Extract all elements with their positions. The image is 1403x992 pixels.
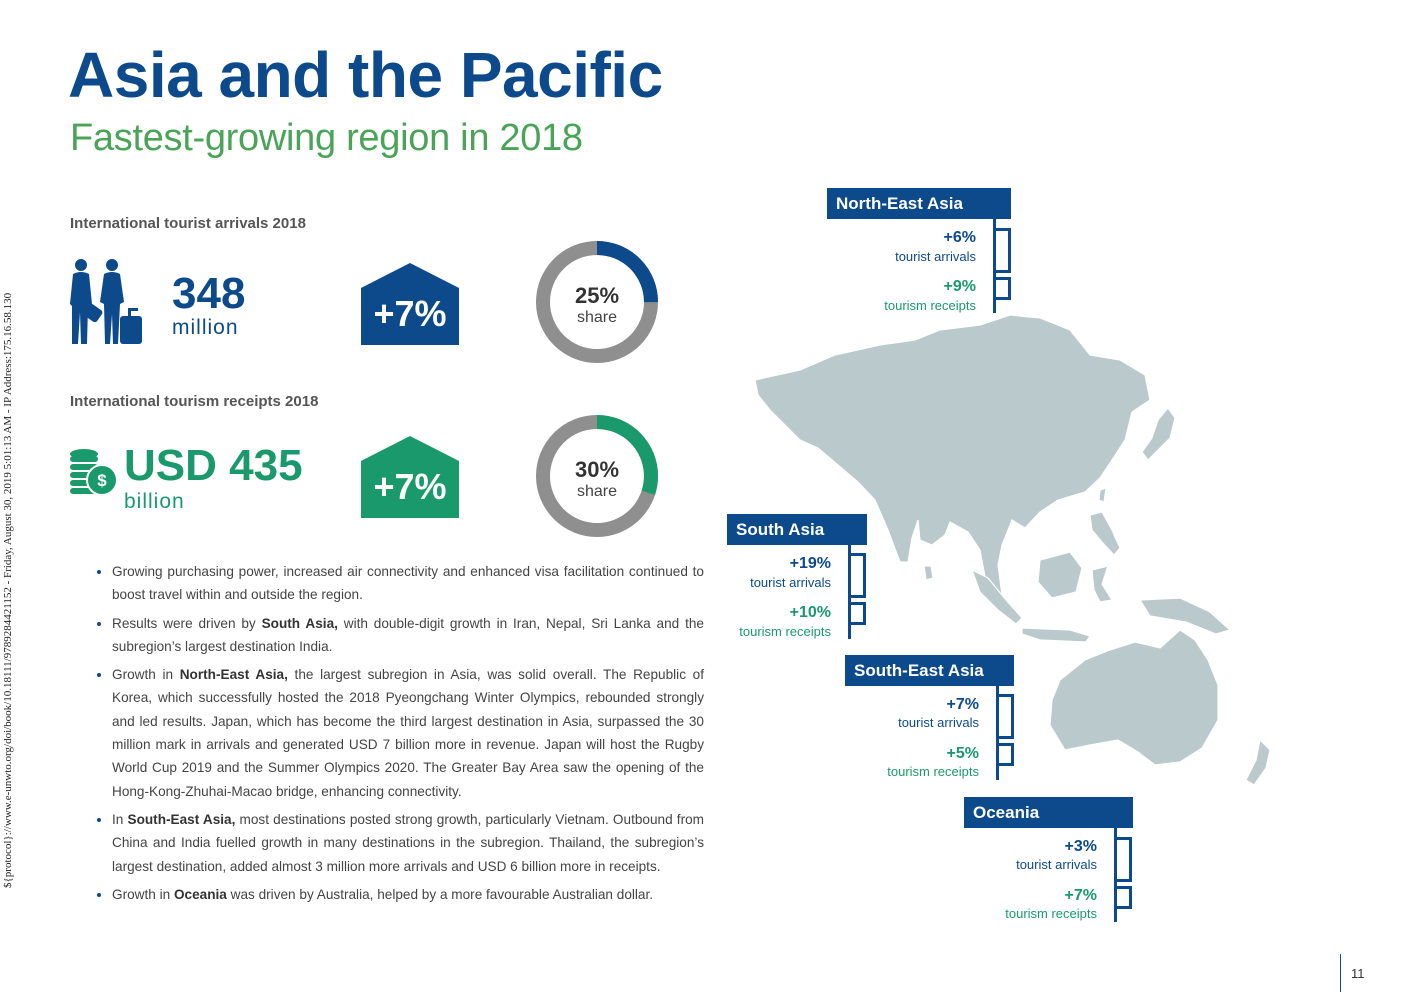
page-subtitle: Fastest-growing region in 2018 bbox=[70, 117, 583, 159]
oceania-receipts: +7% bbox=[1064, 887, 1097, 904]
map-new-guinea bbox=[1138, 597, 1232, 635]
receipts-growth-badge: +7% bbox=[361, 436, 459, 518]
north-east-asia-bracket bbox=[996, 277, 1011, 300]
north-east-asia-receipts: +9% bbox=[943, 278, 976, 295]
receipts-value: USD 435 bbox=[124, 441, 303, 490]
north-east-asia-leader-line bbox=[993, 219, 996, 313]
bullet-item: Growth in Oceania was driven by Australi… bbox=[112, 883, 704, 906]
north-east-asia-receipts-label: tourism receipts bbox=[884, 298, 976, 313]
oceania-bracket bbox=[1117, 837, 1132, 882]
oceania-arrivals: +3% bbox=[1064, 838, 1097, 855]
oceania-bracket bbox=[1117, 886, 1132, 909]
map-philippines bbox=[1089, 511, 1121, 556]
page-number: 11 bbox=[1351, 966, 1365, 981]
receipts-growth: +7% bbox=[373, 466, 447, 507]
oceania-arrivals-label: tourist arrivals bbox=[1016, 857, 1097, 872]
oceania-receipts-label: tourism receipts bbox=[1005, 906, 1097, 921]
south-asia-receipts: +10% bbox=[789, 604, 831, 621]
south-asia-bracket bbox=[851, 602, 866, 625]
north-east-asia-arrivals: +6% bbox=[943, 229, 976, 246]
map-taiwan bbox=[1098, 487, 1107, 503]
north-east-asia-arrivals-label: tourist arrivals bbox=[895, 249, 976, 264]
arrivals-label: International tourist arrivals 2018 bbox=[70, 215, 306, 232]
receipts-share-arc bbox=[536, 415, 658, 537]
south-asia-header: South Asia bbox=[727, 514, 867, 545]
south-east-asia-bracket bbox=[999, 743, 1014, 766]
page-number-rule bbox=[1340, 954, 1341, 992]
arrivals-value: 348 bbox=[172, 269, 246, 318]
map-borneo bbox=[1037, 551, 1083, 599]
receipts-share-pct: 30% bbox=[574, 457, 620, 482]
receipts-unit: billion bbox=[124, 490, 185, 513]
bullet-item: In South-East Asia, most destinations po… bbox=[112, 808, 704, 878]
north-east-asia-bracket bbox=[996, 228, 1011, 273]
arrivals-share-donut: 25% share bbox=[535, 240, 659, 364]
arrivals-share-word: share bbox=[576, 309, 618, 326]
svg-text:$: $ bbox=[97, 471, 107, 490]
south-asia-receipts-label: tourism receipts bbox=[739, 624, 831, 639]
map-new-zealand bbox=[1245, 738, 1271, 786]
oceania-leader-line bbox=[1114, 828, 1117, 922]
south-east-asia-receipts-label: tourism receipts bbox=[887, 764, 979, 779]
arrivals-share-arc bbox=[536, 241, 658, 363]
page-title: Asia and the Pacific bbox=[68, 39, 663, 111]
travellers-icon bbox=[70, 259, 142, 344]
arrivals-growth-badge: +7% bbox=[361, 263, 459, 345]
south-east-asia-arrivals-label: tourist arrivals bbox=[898, 715, 979, 730]
receipts-share-word: share bbox=[576, 483, 618, 500]
south-asia-arrivals: +19% bbox=[789, 555, 831, 572]
south-asia-leader-line bbox=[848, 545, 851, 639]
south-asia-bracket bbox=[851, 553, 866, 598]
bullet-list: Growing purchasing power, increased air … bbox=[92, 560, 704, 911]
arrivals-unit: million bbox=[172, 316, 239, 339]
map-sumatra bbox=[970, 568, 1023, 625]
coins-dollar-icon: $ bbox=[70, 449, 118, 496]
south-east-asia-header: South-East Asia bbox=[845, 655, 1014, 686]
oceania-header: Oceania bbox=[964, 797, 1133, 828]
arrivals-growth: +7% bbox=[373, 293, 447, 334]
south-east-asia-bracket bbox=[999, 694, 1014, 739]
south-east-asia-receipts: +5% bbox=[946, 745, 979, 762]
map-australia bbox=[1049, 629, 1219, 766]
map-sri-lanka bbox=[923, 565, 934, 581]
south-east-asia-leader-line bbox=[996, 686, 999, 780]
south-asia-arrivals-label: tourist arrivals bbox=[750, 575, 831, 590]
map-sulawesi bbox=[1091, 565, 1113, 603]
south-east-asia-arrivals: +7% bbox=[946, 696, 979, 713]
receipts-share-donut: 30% share bbox=[535, 414, 659, 538]
map-japan bbox=[1141, 407, 1176, 461]
bullet-item: Results were driven by South Asia, with … bbox=[112, 612, 704, 659]
map-java bbox=[1021, 627, 1091, 643]
source-watermark: ${protocol}://www.e-unwto.org/doi/book/1… bbox=[2, 292, 14, 888]
bullet-item: Growing purchasing power, increased air … bbox=[112, 560, 704, 607]
bullet-item: Growth in North-East Asia, the largest s… bbox=[112, 663, 704, 803]
receipts-label: International tourism receipts 2018 bbox=[70, 393, 319, 410]
arrivals-share-pct: 25% bbox=[574, 283, 620, 308]
map-mainland-asia bbox=[754, 314, 1151, 601]
asia-pacific-map bbox=[754, 314, 1271, 786]
north-east-asia-header: North-East Asia bbox=[827, 188, 1011, 219]
